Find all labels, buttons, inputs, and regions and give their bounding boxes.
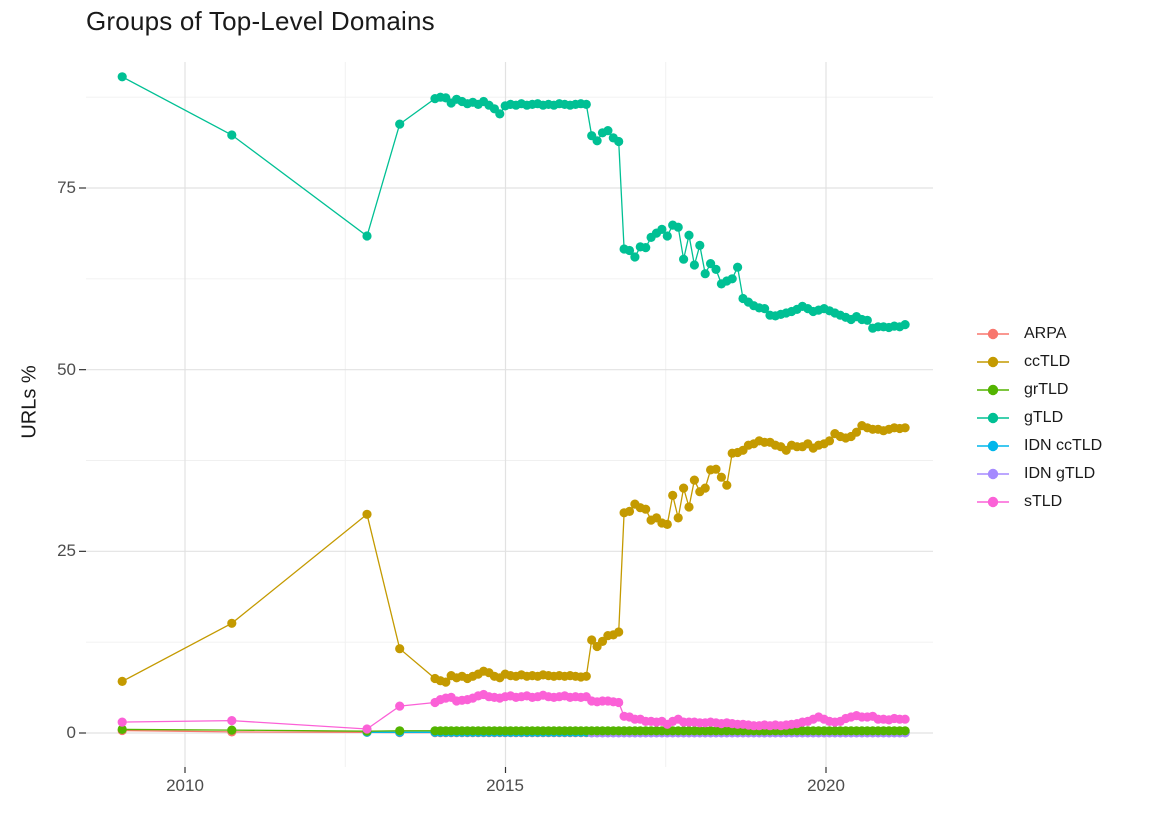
legend-label: IDN ccTLD xyxy=(1024,437,1103,454)
x-tick-label-2020: 2020 xyxy=(807,776,845,795)
chart-title: Groups of Top-Level Domains xyxy=(86,6,435,36)
legend-item-idn-cctld: IDN ccTLD xyxy=(975,432,1102,460)
legend-key-icon xyxy=(977,496,1009,508)
legend-key-icon xyxy=(977,412,1009,424)
legend-label: IDN gTLD xyxy=(1024,465,1096,482)
legend-key-icon xyxy=(977,384,1009,396)
legend-key-icon xyxy=(977,440,1009,452)
y-tick-label-25: 25 xyxy=(57,541,76,560)
y-tick-label-0: 0 xyxy=(66,723,76,742)
legend-item-gtld: gTLD xyxy=(975,404,1102,432)
legend-key-icon xyxy=(977,328,1009,340)
legend-label: ccTLD xyxy=(1024,353,1071,370)
x-tick-label-2010: 2010 xyxy=(166,776,204,795)
legend-item-arpa: ARPA xyxy=(975,320,1102,348)
legend: ARPA ccTLD grTLD gTLD IDN ccTLD IDN gTLD… xyxy=(975,320,1102,516)
legend-label: gTLD xyxy=(1024,409,1064,426)
legend-key-icon xyxy=(977,468,1009,480)
x-tick-label-2015: 2015 xyxy=(486,776,524,795)
legend-item-idn-gtld: IDN gTLD xyxy=(975,460,1102,488)
legend-key-icon xyxy=(977,356,1009,368)
legend-label: sTLD xyxy=(1024,493,1063,510)
legend-item-cctld: ccTLD xyxy=(975,348,1102,376)
y-tick-label-50: 50 xyxy=(57,360,76,379)
legend-item-stld: sTLD xyxy=(975,488,1102,516)
legend-label: grTLD xyxy=(1024,381,1069,398)
y-tick-label-75: 75 xyxy=(57,178,76,197)
legend-item-grtld: grTLD xyxy=(975,376,1102,404)
legend-label: ARPA xyxy=(1024,325,1067,342)
